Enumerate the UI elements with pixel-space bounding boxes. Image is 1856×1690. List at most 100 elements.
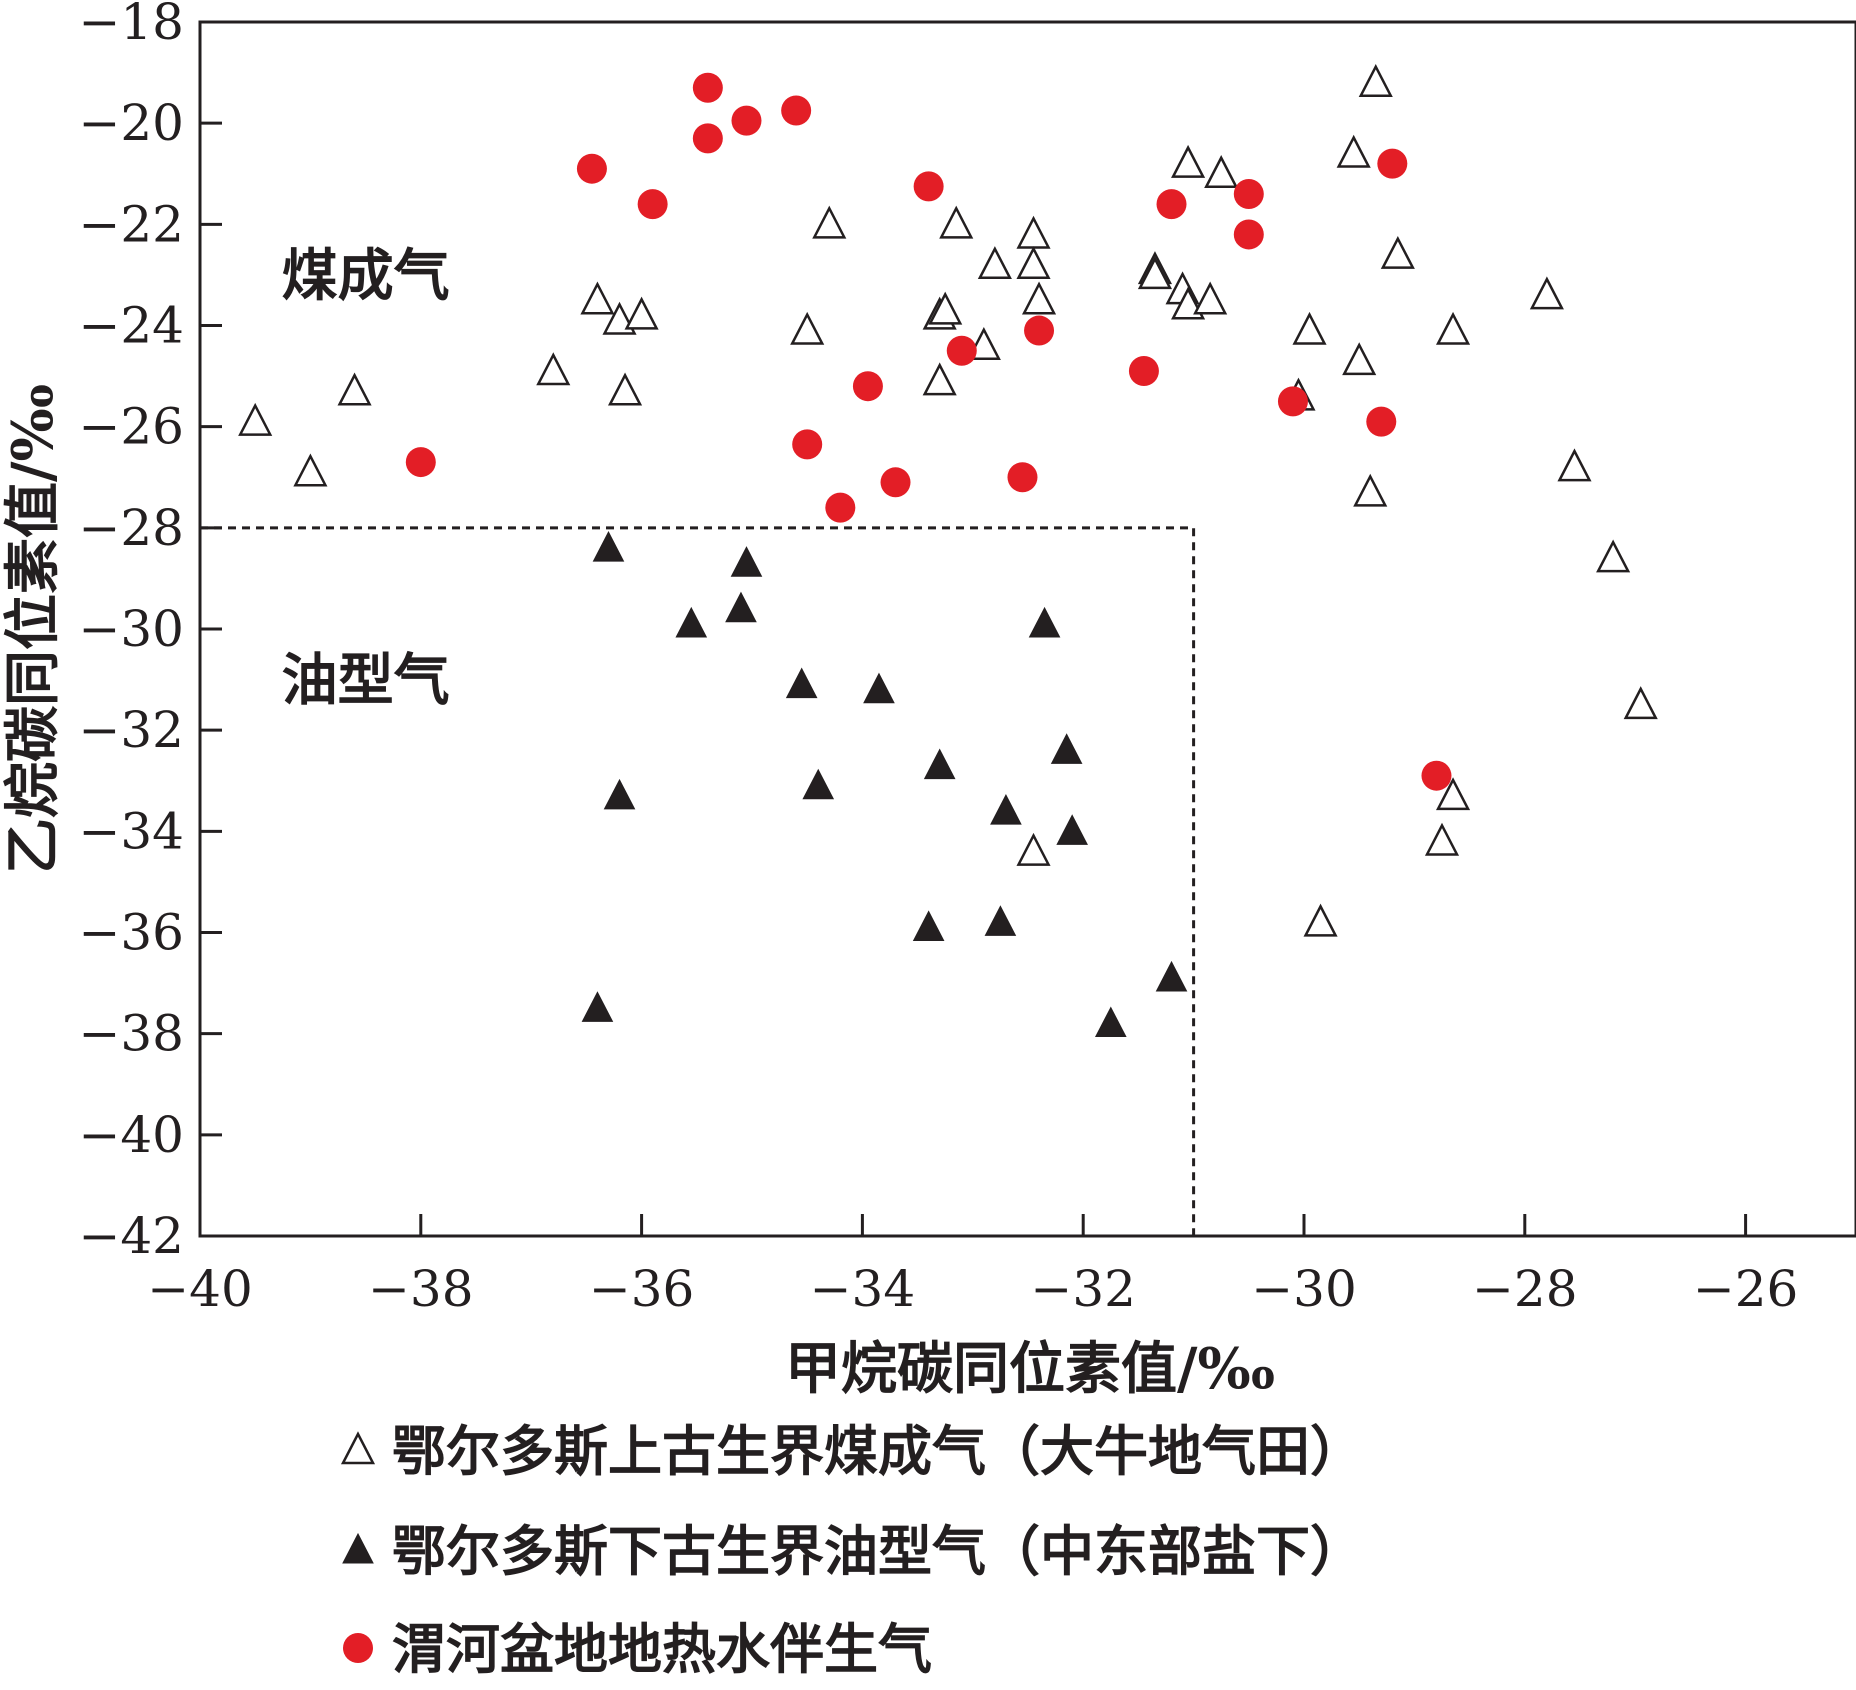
data-point (785, 667, 818, 699)
data-point (725, 591, 757, 623)
legend-marker (342, 1532, 374, 1564)
data-point (781, 95, 812, 126)
x-tick-label: −28 (1472, 1260, 1578, 1318)
y-tick-label: −28 (78, 499, 184, 557)
data-point (1380, 235, 1415, 269)
data-point (1342, 342, 1377, 376)
data-point (1007, 462, 1038, 493)
data-point (1050, 733, 1083, 764)
x-tick-label: −34 (810, 1260, 916, 1318)
legend-marker-filled-triangle (342, 1532, 374, 1564)
plot-border (198, 20, 1856, 1238)
data-point (1171, 144, 1206, 178)
series-filled-circle (405, 72, 1452, 791)
series-open-triangle (238, 63, 1658, 937)
data-point (1435, 777, 1471, 811)
data-point (1137, 256, 1173, 290)
data-point (923, 748, 956, 780)
y-tick-label: −24 (78, 297, 184, 355)
x-tick-label: −36 (589, 1260, 695, 1318)
legend-item-coal-gas: 鄂尔多斯上古生界煤成气（大牛地气田） (340, 1419, 1364, 1483)
data-point (1277, 386, 1308, 417)
plot-area (198, 20, 1856, 1238)
legend-label: 鄂尔多斯下古生界油型气（中东部盐下） (392, 1519, 1364, 1583)
y-tick-label: −38 (78, 1005, 184, 1063)
legend-marker (343, 1633, 373, 1663)
data-point (1557, 448, 1592, 482)
data-point (624, 296, 659, 330)
x-tick-label: −38 (368, 1260, 474, 1318)
data-point (1421, 760, 1452, 791)
data-point (731, 105, 762, 136)
x-axis: −40 −38 −36 −34 −32 −30 −28 −26 (147, 1214, 1798, 1318)
data-point (1424, 822, 1460, 856)
data-point (581, 991, 614, 1022)
y-tick-label: −26 (78, 398, 184, 456)
data-point (1596, 539, 1631, 573)
data-point (1353, 473, 1388, 507)
data-point (1056, 814, 1088, 845)
data-point (912, 910, 945, 941)
data-point (536, 352, 571, 386)
data-point (1336, 134, 1371, 168)
x-tick-label: −30 (1251, 1260, 1357, 1318)
legend-marker-filled-circle (343, 1633, 373, 1663)
data-point (913, 171, 944, 202)
legend-marker (340, 1431, 376, 1465)
data-point (1623, 686, 1658, 720)
data-point (1377, 148, 1408, 179)
data-point (607, 372, 643, 406)
y-axis: −18 −20 −22 −24 −26 −28 −30 −32 −34 −36 −38 −40 −42 (78, 0, 222, 1265)
y-tick-label: −40 (78, 1106, 184, 1164)
data-point (790, 311, 825, 345)
data-point (576, 153, 607, 184)
data-point (405, 447, 436, 478)
y-tick-label: −18 (78, 0, 184, 51)
data-point (852, 371, 883, 402)
data-point (1358, 63, 1393, 97)
data-point (1128, 356, 1159, 387)
y-tick-label: −30 (78, 600, 184, 658)
data-point (1303, 903, 1338, 937)
data-point (946, 335, 977, 366)
data-point (1156, 189, 1187, 220)
data-point (592, 530, 625, 562)
data-point (238, 402, 273, 436)
legend-label: 渭河盆地地热水伴生气 (392, 1617, 932, 1681)
legend-item-geothermal-gas: 渭河盆地地热水伴生气 (343, 1617, 932, 1681)
data-point (1193, 281, 1228, 315)
region-label-oil-gas: 油型气 (282, 648, 450, 714)
region-label-coal-gas: 煤成气 (282, 243, 450, 309)
data-point (1021, 281, 1057, 315)
y-tick-label: −42 (78, 1207, 184, 1265)
data-point (1028, 606, 1061, 638)
data-point (1204, 155, 1239, 188)
data-point (692, 72, 723, 103)
data-point (880, 467, 911, 498)
data-point (675, 606, 708, 638)
x-tick-label: −32 (1030, 1260, 1136, 1318)
data-point (293, 453, 328, 487)
data-point (1292, 311, 1327, 345)
x-tick-label: −26 (1693, 1260, 1799, 1318)
data-point (1233, 219, 1264, 250)
data-point (1016, 246, 1051, 280)
y-tick-label: −20 (78, 94, 184, 152)
y-tick-label: −34 (78, 802, 184, 860)
data-point (637, 189, 668, 220)
data-point (990, 794, 1022, 825)
y-axis-title: 乙烷碳同位素值/‰ (0, 384, 66, 874)
data-point (1366, 406, 1397, 437)
data-point (1233, 178, 1264, 209)
data-point (922, 362, 957, 396)
data-point (1016, 832, 1051, 866)
data-points (238, 63, 1658, 1038)
data-point (928, 291, 963, 325)
x-axis-title: 甲烷碳同位素值/‰ (785, 1336, 1275, 1402)
data-point (580, 281, 615, 315)
data-point (1016, 215, 1051, 249)
y-tick-label: −22 (78, 195, 184, 253)
data-point (792, 429, 823, 460)
legend-marker-open-triangle (340, 1431, 376, 1465)
